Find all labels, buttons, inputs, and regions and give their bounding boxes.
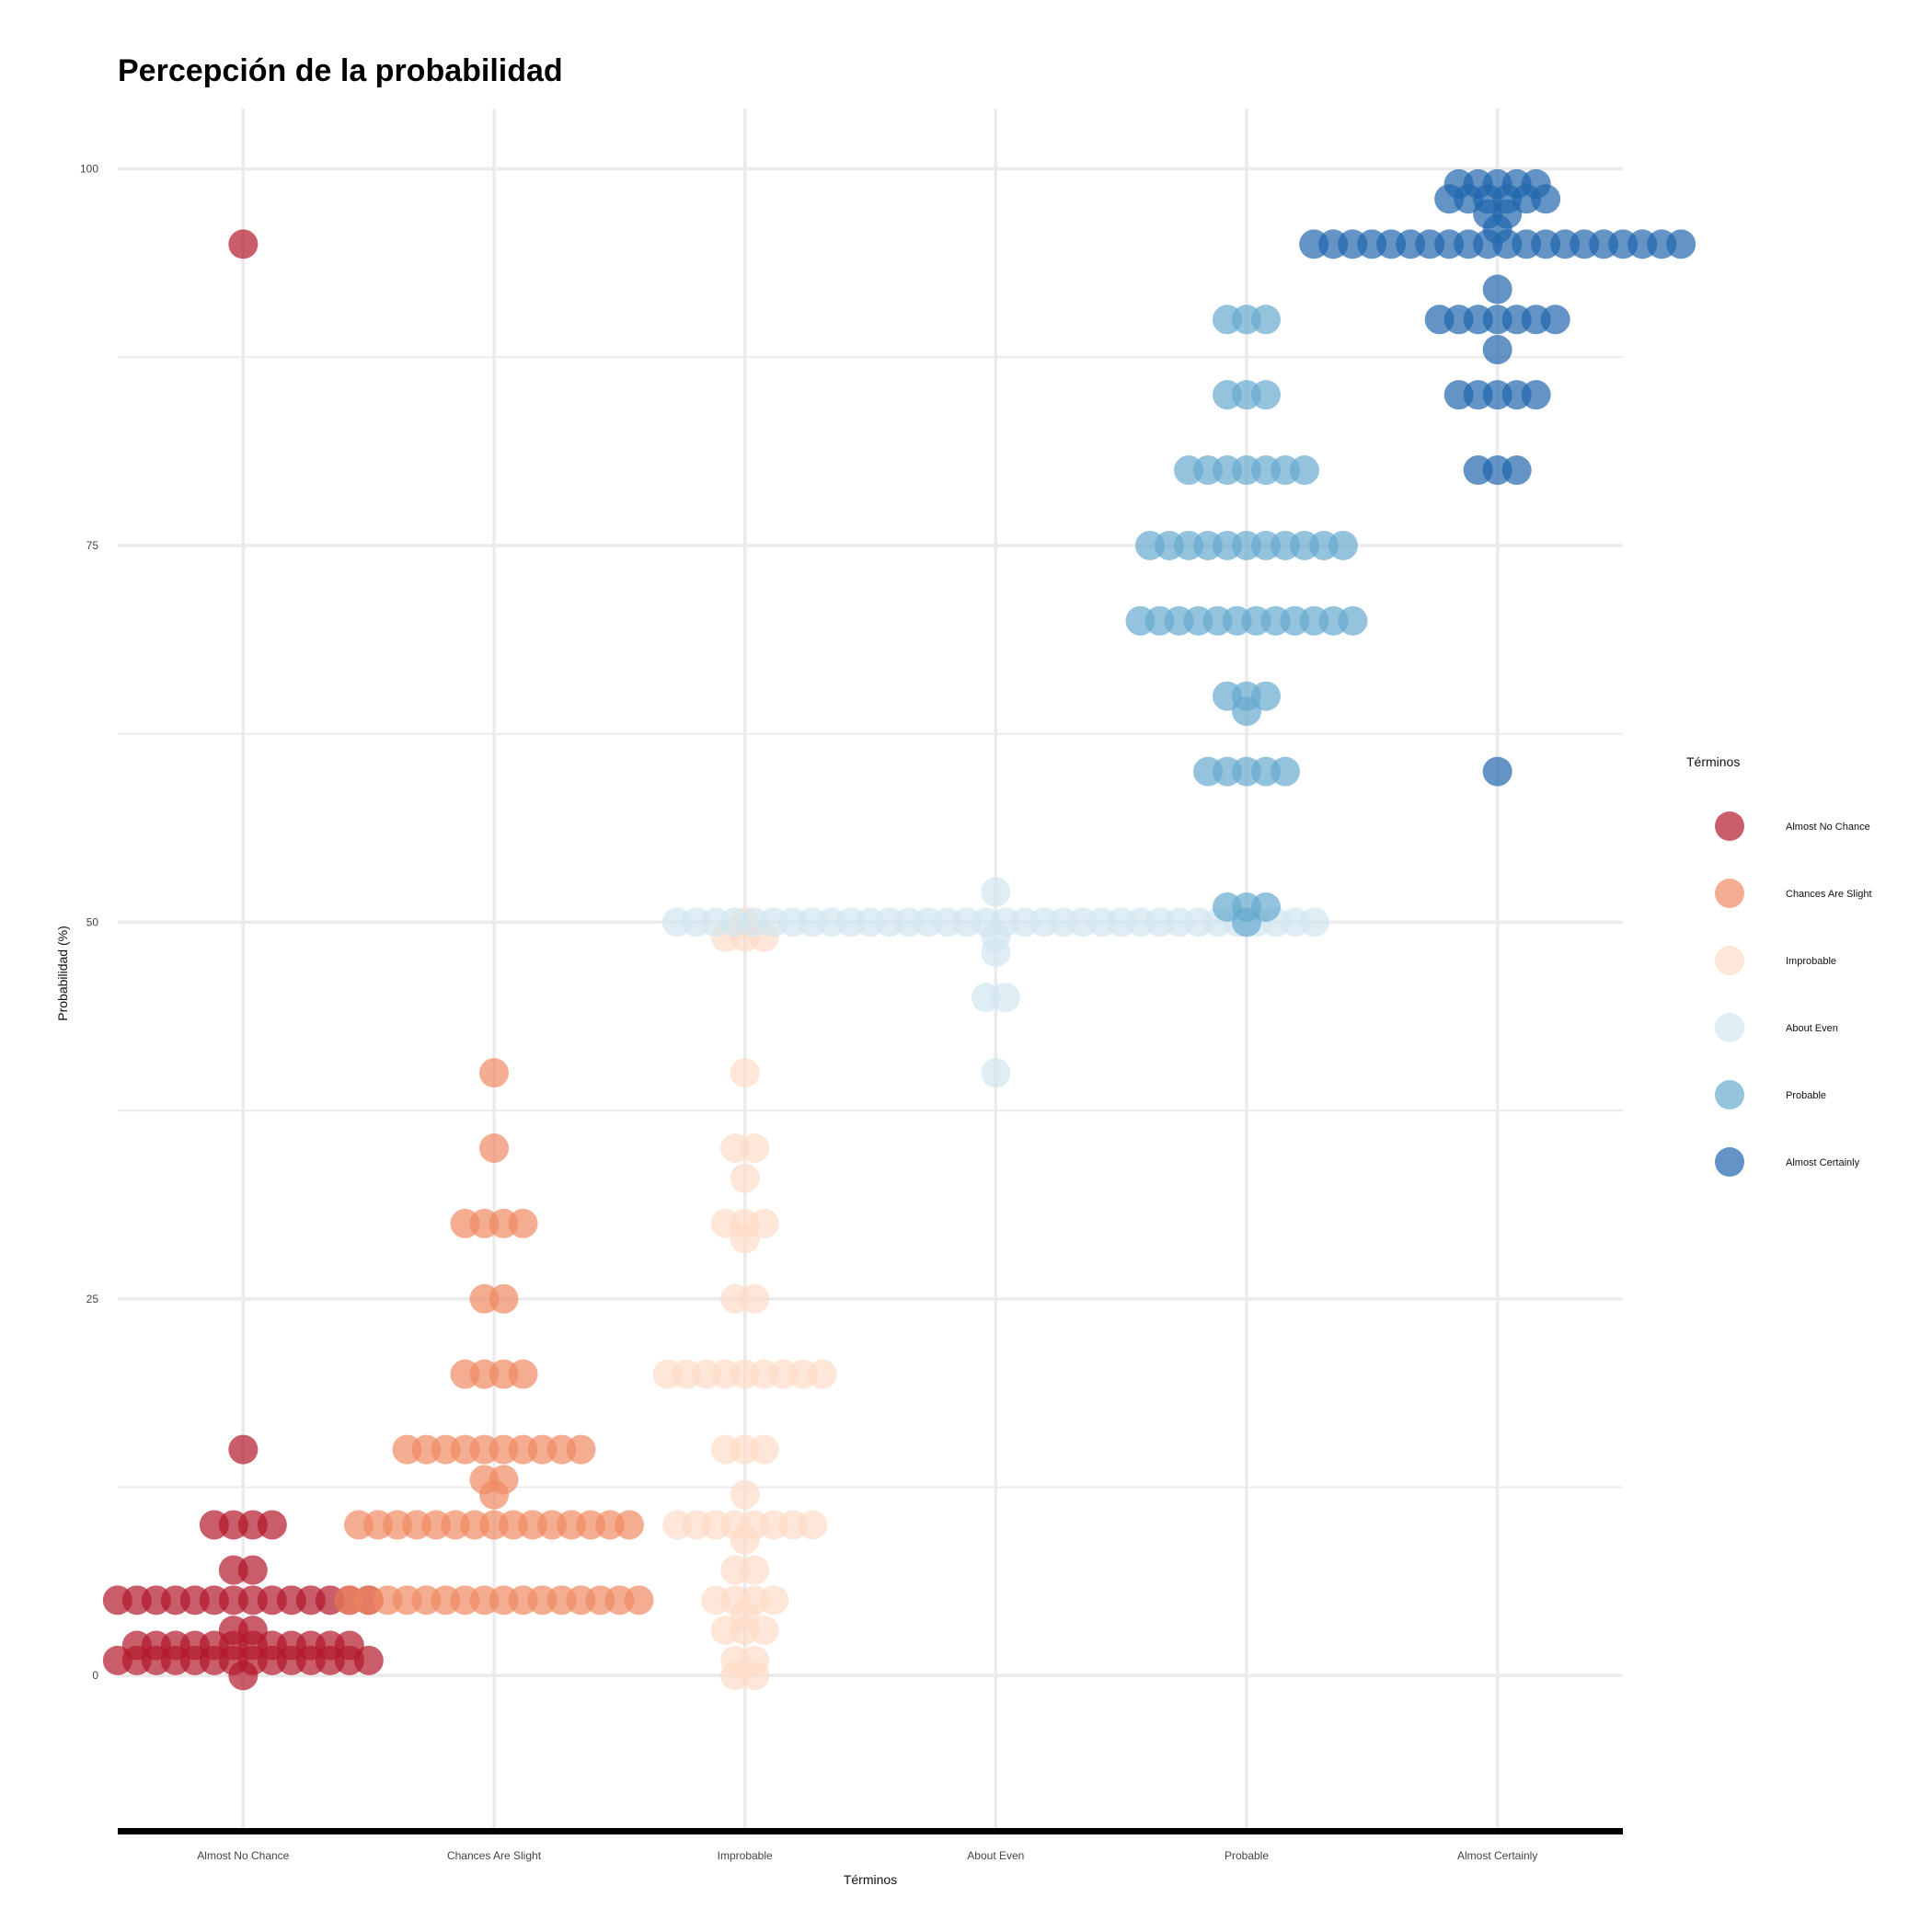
data-point [740,1645,770,1675]
y-axis-title: Probabilidad (%) [55,926,70,1021]
y-tick-labels: 0 25 50 75 100 [80,163,98,1683]
data-point [749,1208,779,1238]
legend-key [1715,1080,1744,1110]
x-axis-title: Términos [844,1872,897,1887]
data-point [981,877,1011,907]
data-point [257,1510,287,1540]
data-point [334,1630,364,1661]
data-point [237,1616,268,1646]
legend-key [1715,811,1744,841]
x-tick-label: About Even [967,1849,1024,1862]
x-tick-labels: Almost No Chance Chances Are Slight Improb… [197,1849,1537,1862]
legend-key [1715,1013,1744,1042]
data-point [566,1434,596,1465]
data-point [1328,530,1358,560]
data-point [1482,756,1512,787]
data-point [990,983,1020,1013]
legend-items: Almost No Chance Chances Are Slight Improb… [1715,811,1872,1177]
y-tick-label: 50 [86,915,99,928]
legend-label: Almost Certainly [1786,1157,1860,1168]
data-point [759,1585,789,1616]
data-point [1482,274,1512,305]
data-point [615,1510,644,1540]
data-point [1540,305,1570,335]
data-point [479,1058,509,1088]
legend-label: Almost No Chance [1786,822,1870,833]
legend-key [1715,946,1744,975]
data-point [1501,455,1532,486]
data-point [1521,380,1551,410]
chart-title: Percepción de la probabilidad [118,53,563,88]
x-axis-line [118,1828,1623,1834]
legend-key [1715,1147,1744,1177]
data-point [740,1133,770,1164]
data-point [981,1058,1011,1088]
data-point [807,1359,837,1389]
data-point [228,1434,259,1465]
data-point [508,1359,538,1389]
data-points [102,168,1696,1691]
grid-lines [118,109,1623,1828]
data-point [740,1283,770,1314]
legend-title: Términos [1686,754,1740,769]
data-point [1482,335,1512,365]
legend-label: Probable [1786,1090,1826,1101]
data-point [749,1434,779,1465]
y-tick-label: 100 [80,163,98,176]
data-point [730,1163,760,1193]
x-tick-label: Probable [1225,1849,1269,1862]
x-tick-label: Improbable [718,1849,773,1862]
y-tick-label: 75 [86,539,99,552]
data-point [237,1555,268,1585]
y-tick-label: 25 [86,1293,99,1305]
data-point [1290,455,1319,486]
data-point [489,1283,519,1314]
data-point [228,229,259,259]
data-point [1251,681,1281,711]
data-point [740,1555,770,1585]
data-point [1521,168,1551,199]
x-tick-label: Almost No Chance [197,1849,289,1862]
data-point [1338,605,1368,636]
y-tick-label: 0 [92,1669,98,1682]
data-point [508,1208,538,1238]
x-tick-label: Almost Certainly [1457,1849,1537,1862]
data-point [1299,907,1329,937]
legend: Términos Almost No Chance Chances Are Sli… [1686,754,1872,1177]
data-point [1666,229,1696,259]
data-point [624,1585,654,1616]
data-point [730,1479,760,1510]
legend-key [1715,879,1744,908]
data-point [479,1133,509,1164]
data-point [1251,891,1281,922]
data-point [1251,380,1281,410]
legend-label: About Even [1786,1023,1838,1034]
legend-label: Improbable [1786,956,1836,967]
data-point [1271,756,1300,787]
data-point [798,1510,828,1540]
x-tick-label: Chances Are Slight [447,1849,542,1862]
data-point [730,1058,760,1088]
data-point [1251,305,1281,335]
data-point [489,1465,519,1495]
legend-label: Chances Are Slight [1786,889,1872,900]
